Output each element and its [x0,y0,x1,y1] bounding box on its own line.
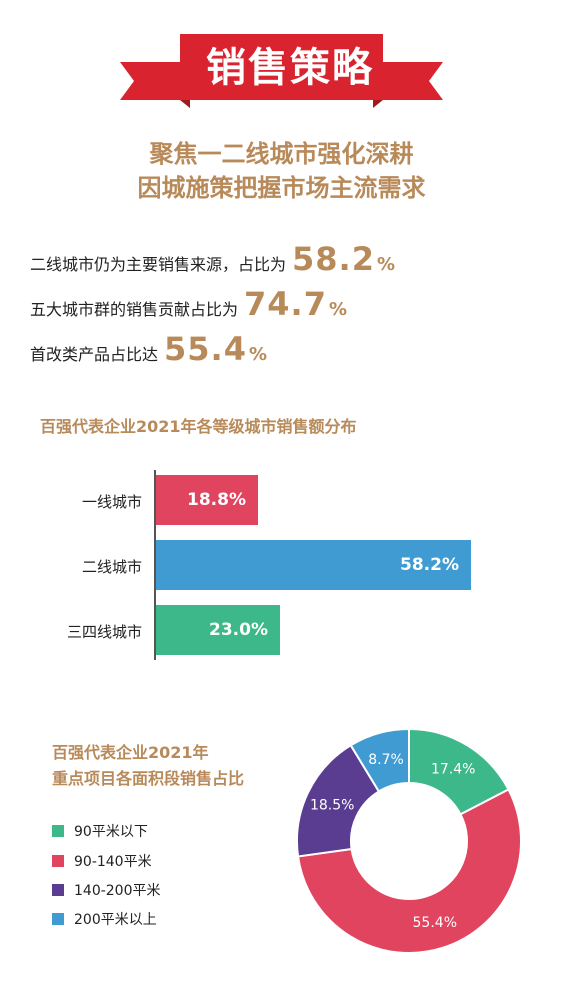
legend-label: 90-140平米 [74,854,152,870]
ribbon-left-fold [180,100,190,108]
stat-unit: % [376,254,396,275]
legend-item: 200平米以上 [52,909,157,929]
headline-line-2: 因城施策把握市场主流需求 [137,174,426,202]
stat-unit: % [328,299,348,320]
donut-slice [349,727,410,793]
bar-category-label: 三四线城市 [66,623,142,641]
donut-slice-label: 55.4% [413,915,457,931]
donut-chart: 17.4% 55.4% 18.5% 8.7% [296,727,522,954]
bar [156,540,471,590]
bar-axis-line [154,470,156,660]
stat-text: 五大城市群的销售贡献占比为 [30,300,239,319]
bar-category-label: 二线城市 [81,558,142,576]
headline-line-1: 聚焦一二线城市强化深耕 [149,140,414,168]
bar-value-label: 58.2% [400,555,459,575]
stat-line: 二线城市仍为主要销售来源，占比为 58.2 % [30,240,395,284]
legend-swatch [52,884,64,896]
stat-line: 首改类产品占比达 55.4 % [30,330,267,374]
stat-unit: % [248,344,268,365]
stat-line: 五大城市群的销售贡献占比为 74.7 % [30,285,347,329]
bar-value-label: 18.8% [187,490,246,510]
bar-chart: 一线城市 18.8% 二线城市 58.2% 三四线城市 23.0% [0,470,563,670]
legend-item: 140-200平米 [52,880,161,900]
stat-text: 首改类产品占比达 [30,345,159,364]
pie-title-line-1: 百强代表企业2021年 [52,743,209,762]
legend-label: 200平米以上 [74,912,157,928]
donut-slice-label: 18.5% [310,798,354,814]
ribbon-right-fold [373,100,383,108]
legend-item: 90平米以下 [52,821,148,841]
legend-label: 140-200平米 [74,883,161,899]
bar [156,475,258,525]
ribbon-main [180,34,383,100]
stat-value: 74.7 [244,285,327,323]
donut-slice-label: 17.4% [431,761,475,777]
legend-item: 90-140平米 [52,851,152,871]
donut-slice-label: 8.7% [368,752,404,768]
donut-slice [296,788,522,954]
pie-title-line-2: 重点项目各面积段销售占比 [52,769,245,788]
header-ribbon [120,34,443,108]
stat-text: 二线城市仍为主要销售来源，占比为 [30,255,287,274]
ribbon-left-tail [120,62,190,100]
legend-swatch [52,913,64,925]
bar-value-label: 23.0% [209,620,268,640]
ribbon-right-tail [373,62,443,100]
legend-swatch [52,825,64,837]
pie-chart-title: 百强代表企业2021年 重点项目各面积段销售占比 [52,740,244,792]
stat-value: 55.4 [164,330,247,368]
bar [156,605,280,655]
stat-value: 58.2 [292,240,375,278]
legend-swatch [52,855,64,867]
legend-label: 90平米以下 [74,824,148,840]
bar-category-label: 一线城市 [81,493,142,511]
bar-chart-title: 百强代表企业2021年各等级城市销售额分布 [40,417,357,436]
page-title: 销售策略 [206,45,374,91]
